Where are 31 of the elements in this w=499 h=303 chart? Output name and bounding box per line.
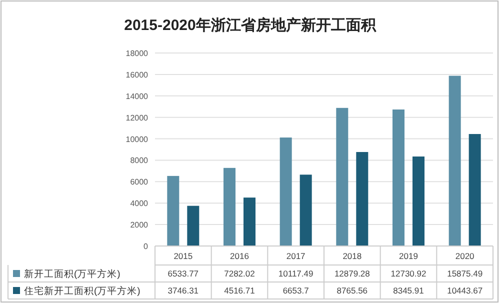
- ytick: 14000: [126, 92, 148, 101]
- xtick: 2017: [286, 251, 306, 261]
- data-label: 10443.67: [447, 286, 483, 296]
- ytick: 4000: [130, 199, 148, 208]
- data-label: 8345.91: [393, 286, 424, 296]
- legend: 住宅新开工面积(万平方米): [24, 286, 140, 297]
- data-label: 12879.28: [334, 268, 370, 278]
- title: 2015-2020年浙江省房地产新开工面积: [124, 17, 376, 34]
- xtick: 2020: [455, 251, 474, 261]
- xtick: 2016: [230, 251, 249, 261]
- ytick: 2000: [130, 220, 148, 230]
- data-label: 8765.56: [336, 286, 368, 296]
- data-label: 6653.7: [282, 286, 309, 296]
- xtick: 2015: [174, 251, 193, 261]
- ytick: 12000: [126, 113, 148, 122]
- xtick: 2019: [399, 251, 418, 261]
- ytick: 10000: [126, 134, 148, 144]
- ytick: 8000: [130, 156, 148, 166]
- data-label: 10117.49: [278, 268, 314, 278]
- ytick: 6000: [130, 178, 148, 187]
- data-label: 12730.92: [390, 268, 426, 278]
- data-label: 15875.49: [447, 268, 483, 278]
- ytick: 16000: [126, 70, 148, 80]
- legend: 新开工面积(万平方米): [24, 269, 120, 280]
- ytick: 0: [144, 242, 148, 251]
- xtick: 2018: [342, 251, 362, 261]
- data-label: 4516.71: [224, 286, 255, 296]
- data-label: 6533.77: [168, 268, 199, 278]
- data-label: 7282.02: [224, 268, 255, 278]
- ytick: 18000: [126, 49, 148, 58]
- data-label: 3746.31: [168, 286, 199, 296]
